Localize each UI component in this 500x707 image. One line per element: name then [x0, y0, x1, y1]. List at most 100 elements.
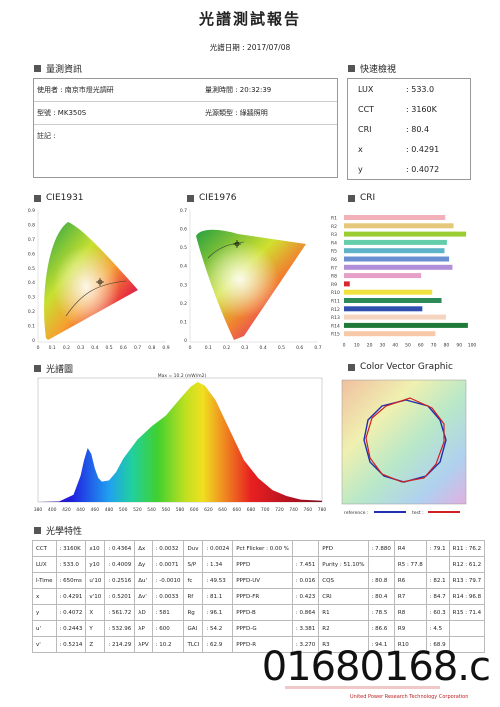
table-cell: TLCI — [183, 636, 204, 653]
quick-value: : 80.4 — [406, 124, 430, 134]
spectrum-max-annotation: Max = 10.2 (mW/m2) — [158, 373, 207, 379]
table-cell: PFD — [318, 540, 369, 557]
table-cell: PPFD-FR — [232, 588, 293, 605]
measure-info-header: 量測資訊 — [34, 62, 82, 75]
color-vector-header: Color Vector Graphic — [348, 362, 453, 372]
cri-bar-label: R6 — [331, 257, 337, 263]
cie1976-y-ticks: 0.7 0.6 0.5 0.4 0.3 0.2 0.1 0 — [180, 208, 187, 344]
y-tick-label: 0.2 — [28, 309, 35, 315]
table-cell — [425, 556, 450, 573]
x-tick-label: 0.9 — [162, 345, 169, 351]
cri-bar — [344, 264, 453, 270]
table-cell: : 60.3 — [425, 604, 450, 621]
y-tick-label: 0 — [184, 338, 187, 344]
table-cell: : 532.96 — [104, 620, 136, 637]
spectrum-x-tick-label: 480 — [105, 507, 114, 513]
cri-bars: R1 R2 R3 R4 R5 R6 R7 R8 R9 R10 R11 R12 R13 R14 R15 — [331, 215, 468, 338]
table-cell: : 81.1 — [202, 588, 234, 605]
table-cell: : 3.270 — [291, 636, 320, 653]
cri-x-tick-label: 60 — [418, 343, 424, 349]
table-cell: : 80.8 — [367, 572, 395, 589]
corporation-name: United Power Research Technology Corpora… — [350, 694, 469, 700]
table-cell: : 62.9 — [202, 636, 234, 653]
spectrum-header: 光譜圖 — [34, 362, 73, 375]
spectrum-x-ticks: 380 400 420 440 460 480 500 520 540 560 580 600 620 6… — [34, 507, 327, 513]
y-tick-label: 0.4 — [180, 264, 187, 270]
optical-header: 光學特性 — [34, 524, 82, 537]
cri-x-ticks: 0 10 20 30 40 50 60 70 80 90 100 — [343, 343, 476, 349]
quick-key: x — [358, 144, 363, 154]
table-cell: u'10 — [85, 572, 106, 589]
table-cell: : 0.0071 — [151, 556, 185, 573]
spectrum-x-tick-label: 560 — [162, 507, 171, 513]
table-cell: S/P — [183, 556, 204, 573]
x-tick-label: 0.8 — [148, 345, 155, 351]
cie1976-title: CIE1976 — [199, 193, 237, 203]
optical-table: CCT: 3160K x10: 0.4364 Δx: 0.0032 Duv: 0.00… — [32, 540, 486, 653]
footer-stripe — [285, 686, 440, 689]
cri-x-tick-label: 20 — [367, 343, 373, 349]
y-tick-label: 0.4 — [28, 280, 35, 286]
table-cell: : 0.5214 — [55, 636, 87, 653]
table-cell: : 561.72 — [104, 604, 136, 621]
y-tick-label: 0.2 — [180, 301, 187, 307]
x-tick-label: 0.4 — [91, 345, 98, 351]
table-row: v': 0.5214 Z: 214.29 λPV: 10.2 TLCI: 62.9 PP… — [32, 636, 486, 653]
cri-chart: R1 R2 R3 R4 R5 R6 R7 R8 R9 R10 R11 R12 R13 R14 R15 0 10… — [331, 215, 476, 349]
cri-bar — [344, 248, 445, 254]
table-cell: Δv' — [134, 588, 153, 605]
table-cell: : 82.1 — [425, 572, 450, 589]
section-square-icon — [34, 365, 41, 372]
table-cell: : 78.5 — [367, 604, 395, 621]
table-cell: Δu' — [134, 572, 153, 589]
x-tick-label: 0.1 — [49, 345, 56, 351]
table-cell: : 0.0024 — [202, 540, 234, 557]
cie1976-planckian-locus — [207, 241, 245, 259]
cri-bar-label: R1 — [331, 216, 337, 222]
cie1931-planckian-locus — [65, 280, 127, 317]
table-cell: : 0.0033 — [151, 588, 185, 605]
table-cell — [367, 556, 395, 573]
x-tick-label: 0.6 — [120, 345, 127, 351]
table-cell: R1 — [318, 604, 369, 621]
info-row-user: 使用者 : 南京市燈光調研 量測時間 : 20:32:39 — [34, 79, 337, 102]
table-cell: λD — [134, 604, 153, 621]
table-cell: R3 — [318, 636, 369, 653]
cie1976-header: CIE1976 — [187, 193, 237, 203]
table-cell: y10 — [85, 556, 106, 573]
table-row: x: 0.4291 v'10: 0.5201 Δv': 0.0033 Rf: 81.1… — [32, 588, 486, 605]
measure-info-box: 使用者 : 南京市燈光調研 量測時間 : 20:32:39 型號 : MK350… — [33, 78, 338, 178]
table-cell: : 581 — [151, 604, 185, 621]
section-square-icon — [34, 527, 41, 534]
spectrum-x-tick-label: 440 — [76, 507, 85, 513]
cri-bar — [344, 322, 468, 328]
y-tick-label: 0 — [32, 338, 35, 344]
table-cell: Δy — [134, 556, 153, 573]
cri-bar-label: R4 — [331, 240, 337, 246]
table-cell: R6 — [393, 572, 427, 589]
table-cell: Z — [85, 636, 106, 653]
cri-bar — [344, 314, 447, 320]
spectrum-x-tick-label: 460 — [91, 507, 100, 513]
spectrum-x-tick-label: 640 — [218, 507, 227, 513]
cri-bar — [344, 256, 450, 262]
y-tick-label: 0.5 — [180, 245, 187, 251]
cie1931-chart: 0 0.1 0.2 0.3 0.4 0.5 0.6 0.7 0.8 0.9 0.90.80.70.… — [28, 208, 170, 351]
cie1931-header: CIE1931 — [34, 193, 84, 203]
quick-row: y: 0.4072 — [348, 159, 470, 179]
table-cell: R13 : 79.7 — [448, 572, 486, 589]
table-cell: u' — [32, 620, 57, 637]
report-date: 光譜日期 : 2017/07/08 — [209, 43, 291, 52]
y-tick-label: 0.9 — [28, 208, 35, 214]
table-cell: R8 — [393, 604, 427, 621]
quick-value: : 533.0 — [406, 84, 435, 94]
table-cell: v' — [32, 636, 57, 653]
quick-view-header: 快速檢視 — [348, 62, 396, 75]
table-cell: CCT — [32, 540, 57, 557]
table-cell: : 533.0 — [55, 556, 87, 573]
time-field: 量測時間 : 20:32:39 — [205, 86, 272, 94]
quick-value: : 0.4072 — [406, 164, 440, 174]
spectrum-x-tick-label: 780 — [318, 507, 327, 513]
table-cell: Y — [85, 620, 106, 637]
spectrum-x-tick-label: 540 — [147, 507, 156, 513]
